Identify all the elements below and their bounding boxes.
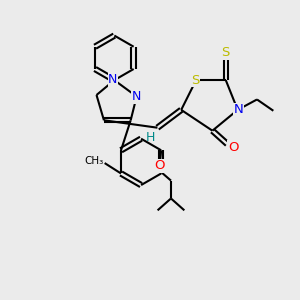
Text: H: H [146, 131, 156, 144]
Text: O: O [154, 159, 165, 172]
Text: S: S [191, 74, 200, 87]
Text: N: N [132, 90, 141, 103]
Text: O: O [228, 140, 238, 154]
Text: N: N [233, 103, 243, 116]
Text: CH₃: CH₃ [85, 156, 104, 166]
Text: N: N [108, 73, 118, 86]
Text: S: S [222, 46, 230, 59]
